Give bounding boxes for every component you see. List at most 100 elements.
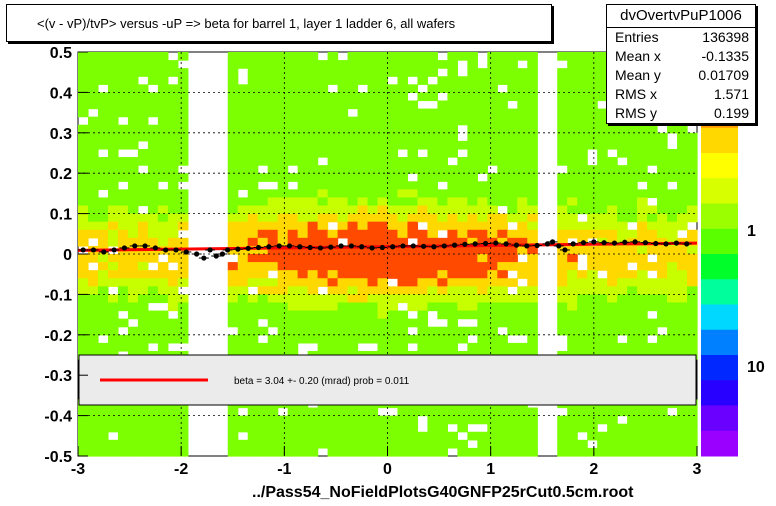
heat-cell bbox=[447, 189, 458, 199]
heat-cell bbox=[557, 278, 568, 287]
heat-cell bbox=[567, 262, 578, 271]
heat-cell bbox=[417, 165, 429, 174]
heat-cell bbox=[347, 165, 359, 174]
stats-value: -0.1335 bbox=[701, 48, 749, 64]
heat-cell bbox=[517, 205, 528, 215]
heat-cell bbox=[167, 60, 179, 69]
heat-cell bbox=[457, 205, 468, 215]
heat-cell bbox=[337, 173, 349, 182]
heat-cell bbox=[317, 132, 329, 142]
heat-cell bbox=[577, 68, 588, 77]
heat-cell bbox=[677, 213, 688, 223]
heat-cell bbox=[157, 407, 169, 417]
heat-cell bbox=[357, 407, 369, 417]
heat-cell bbox=[447, 229, 458, 239]
heat-cell bbox=[557, 326, 568, 336]
heat-cell bbox=[237, 197, 249, 207]
heat-cell bbox=[247, 237, 259, 247]
heat-cell bbox=[627, 326, 638, 336]
heat-cell bbox=[117, 124, 129, 134]
heat-cell bbox=[527, 334, 538, 344]
heat-cell bbox=[377, 92, 389, 102]
heat-cell bbox=[87, 124, 99, 134]
heat-cell bbox=[337, 221, 349, 231]
heat-cell bbox=[107, 278, 119, 287]
heat-cell bbox=[117, 407, 129, 417]
heat-cell bbox=[117, 286, 129, 295]
heat-cell bbox=[287, 286, 299, 295]
heat-cell bbox=[557, 294, 568, 304]
heat-cell bbox=[78, 205, 89, 215]
heat-cell bbox=[257, 189, 269, 199]
heat-cell bbox=[677, 181, 688, 190]
heat-cell bbox=[267, 439, 279, 449]
heat-cell bbox=[137, 213, 149, 223]
heat-cell bbox=[397, 157, 409, 166]
heat-cell bbox=[587, 52, 598, 61]
heat-cell bbox=[177, 278, 189, 287]
heat-cell bbox=[297, 229, 309, 239]
heat-cell bbox=[367, 278, 379, 287]
heat-cell bbox=[467, 415, 478, 425]
heat-cell bbox=[87, 302, 99, 312]
heat-cell bbox=[437, 431, 449, 441]
heat-cell bbox=[447, 254, 458, 263]
heat-cell bbox=[167, 415, 179, 425]
heat-cell bbox=[687, 431, 698, 441]
heat-cell bbox=[417, 124, 429, 134]
y-tick-label: 0.1 bbox=[50, 207, 72, 224]
heat-cell bbox=[387, 132, 399, 142]
heat-cell bbox=[307, 52, 319, 61]
heat-cell bbox=[337, 60, 349, 69]
heat-cell bbox=[287, 245, 299, 255]
profile-point bbox=[219, 251, 226, 257]
heat-cell bbox=[627, 173, 638, 182]
heat-cell bbox=[617, 124, 628, 134]
heat-cell bbox=[467, 310, 478, 320]
heat-cell bbox=[297, 245, 309, 255]
heat-cell bbox=[657, 262, 668, 271]
heat-cell bbox=[437, 294, 449, 304]
heat-cell bbox=[147, 278, 159, 287]
heat-cell bbox=[577, 294, 588, 304]
heat-cell bbox=[417, 52, 429, 61]
heat-cell bbox=[287, 60, 299, 69]
heat-cell bbox=[267, 116, 279, 126]
heat-cell bbox=[277, 205, 289, 215]
heat-cell bbox=[657, 181, 668, 190]
heat-cell bbox=[357, 286, 369, 295]
heat-cell bbox=[87, 52, 99, 61]
heat-cell bbox=[247, 213, 259, 223]
colorbar-segment bbox=[701, 127, 738, 154]
heat-cell bbox=[517, 318, 528, 328]
heat-cell bbox=[407, 100, 419, 110]
heat-cell bbox=[617, 407, 628, 417]
heat-cell bbox=[477, 157, 488, 166]
heat-cell bbox=[447, 148, 458, 158]
heat-cell bbox=[177, 92, 189, 102]
heat-cell bbox=[117, 278, 129, 287]
heat-cell bbox=[507, 310, 518, 320]
heat-cell bbox=[477, 415, 488, 425]
heat-cell bbox=[307, 116, 319, 126]
heat-cell bbox=[517, 294, 528, 304]
profile-point bbox=[591, 239, 597, 245]
heat-cell bbox=[227, 286, 239, 295]
heat-cell bbox=[557, 100, 568, 110]
heat-cell bbox=[417, 60, 429, 69]
heat-cell bbox=[347, 294, 359, 304]
heat-cell bbox=[117, 60, 129, 69]
heat-cell bbox=[567, 245, 578, 255]
heat-cell bbox=[527, 237, 538, 247]
heat-cell bbox=[407, 286, 419, 295]
heat-cell bbox=[147, 181, 159, 190]
heat-cell bbox=[227, 278, 239, 287]
heat-cell bbox=[397, 100, 409, 110]
heat-cell bbox=[557, 181, 568, 190]
heat-cell bbox=[107, 205, 119, 215]
profile-point bbox=[132, 243, 138, 249]
heat-cell bbox=[627, 205, 638, 215]
profile-point bbox=[663, 241, 669, 247]
heat-cell bbox=[467, 173, 478, 182]
heat-cell bbox=[527, 342, 538, 352]
